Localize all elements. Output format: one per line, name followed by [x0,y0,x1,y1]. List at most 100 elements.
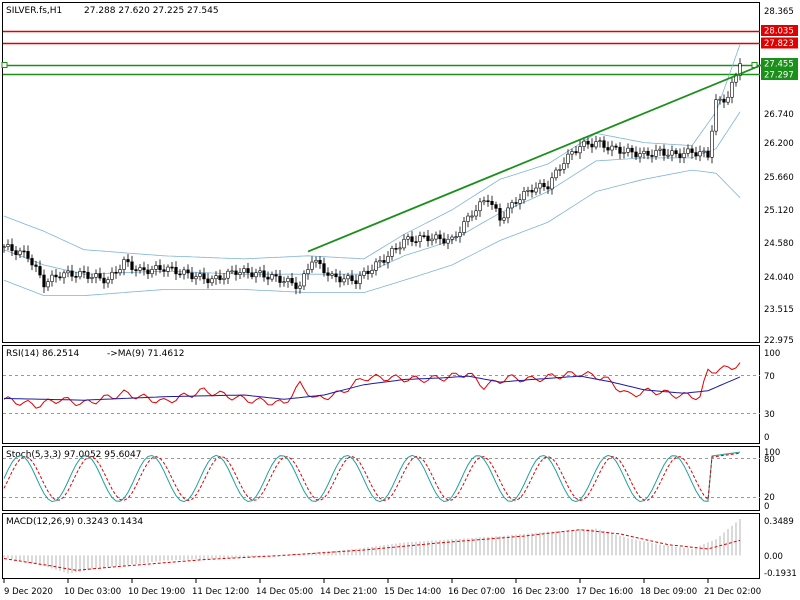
price-tick: 23.515 [764,305,794,315]
candle-body [198,273,202,277]
time-tick-label: 21 Dec 02:00 [704,587,761,597]
candle-body [202,273,206,280]
candle-body [406,236,410,240]
candle-body [666,154,670,157]
price-tick: 25.660 [764,173,794,183]
candle-body [370,270,374,274]
line-handle-left[interactable] [1,62,8,68]
candle-body [722,98,726,103]
candle-body [498,208,502,221]
rsi-line [3,362,741,409]
candle-body [438,234,442,240]
candle-body [502,217,506,221]
candle-body [278,275,282,283]
candle-body [306,269,310,275]
candle-body [94,273,98,278]
macd-tick: 0.00 [764,552,783,562]
candle-body [110,271,114,280]
candle-body [302,273,306,287]
price-pane[interactable] [2,2,760,343]
candle-body [250,272,254,278]
price-tick: 22.975 [764,336,794,346]
candle-body [618,146,622,154]
candle-body [390,248,394,257]
candle-body [98,273,102,279]
candle-body [402,238,406,249]
rsi-tick: 70 [764,372,775,382]
candle-body [254,272,258,278]
candle-body [714,99,718,132]
candle-body [570,151,574,155]
candle-body [330,273,334,276]
candle-body [598,140,602,143]
candle-body [398,247,402,250]
candle-body [382,260,386,263]
candle-body [530,189,534,193]
candle-body [626,147,630,153]
candle-body [646,150,650,156]
candle-body [126,259,130,263]
candle-body [22,250,26,253]
candle-body [606,147,610,151]
candle-body [478,201,482,212]
candle-body [558,169,562,171]
candle-body [622,152,626,154]
candle-body [574,151,578,154]
candle-body [710,130,714,158]
candle-body [82,271,86,273]
candle-body [726,96,730,103]
time-tick-label: 14 Dec 21:00 [320,587,377,597]
candle-body [610,145,614,151]
candle-body [614,145,618,148]
candle-body [682,153,686,158]
candle-body [162,269,166,272]
candle-body [42,274,46,288]
candle-body [354,280,358,285]
candle-body [238,272,242,275]
candle-body [18,250,22,255]
candle-body [686,148,690,154]
candle-body [506,207,510,219]
candle-body [6,244,10,247]
candle-body [282,281,286,283]
candle-body [210,278,214,284]
time-tick-label: 16 Dec 07:00 [448,587,505,597]
price-tags: 28.035 27.823 27.455 27.297 [761,25,798,81]
price-tick: 24.580 [764,239,794,249]
macd-pane[interactable] [2,513,760,579]
time-axis: 9 Dec 2020 10 Dec 03:00 10 Dec 19:00 11 Dec… [3,579,761,597]
candle-body [190,272,194,280]
candle-body [230,270,234,273]
candle-body [642,150,646,154]
candle-body [554,169,558,179]
candle-body [522,191,526,201]
candle-body [658,148,662,151]
candle-body [146,269,150,275]
horizontal-levels[interactable] [1,30,760,76]
candle-body [178,273,182,276]
candle-body [414,241,418,243]
price-tag: 28.035 [764,27,794,37]
candle-body [78,271,82,278]
candle-body [322,263,326,274]
price-tag-bg [761,37,798,49]
candle-body [462,221,466,233]
rsi-tick: 30 [764,410,775,420]
stoch-pane[interactable] [2,446,760,511]
candle-body [342,278,346,283]
candle-body [434,234,438,240]
rsi-levels: 100 70 30 0 [3,349,780,443]
candle-body [602,140,606,148]
candle-body [362,270,366,276]
price-tag-bg [761,25,798,36]
candle-body [418,235,422,242]
candlesticks [2,58,742,295]
trendline[interactable] [307,63,765,253]
candle-body [454,236,458,238]
candle-body [74,276,78,278]
stoch-tick: 100 [764,448,780,458]
macd-axis: 0.3489 0.00 -0.1931 [764,517,797,579]
macd-signal-line [3,529,741,571]
rsi-pane[interactable] [2,345,760,444]
